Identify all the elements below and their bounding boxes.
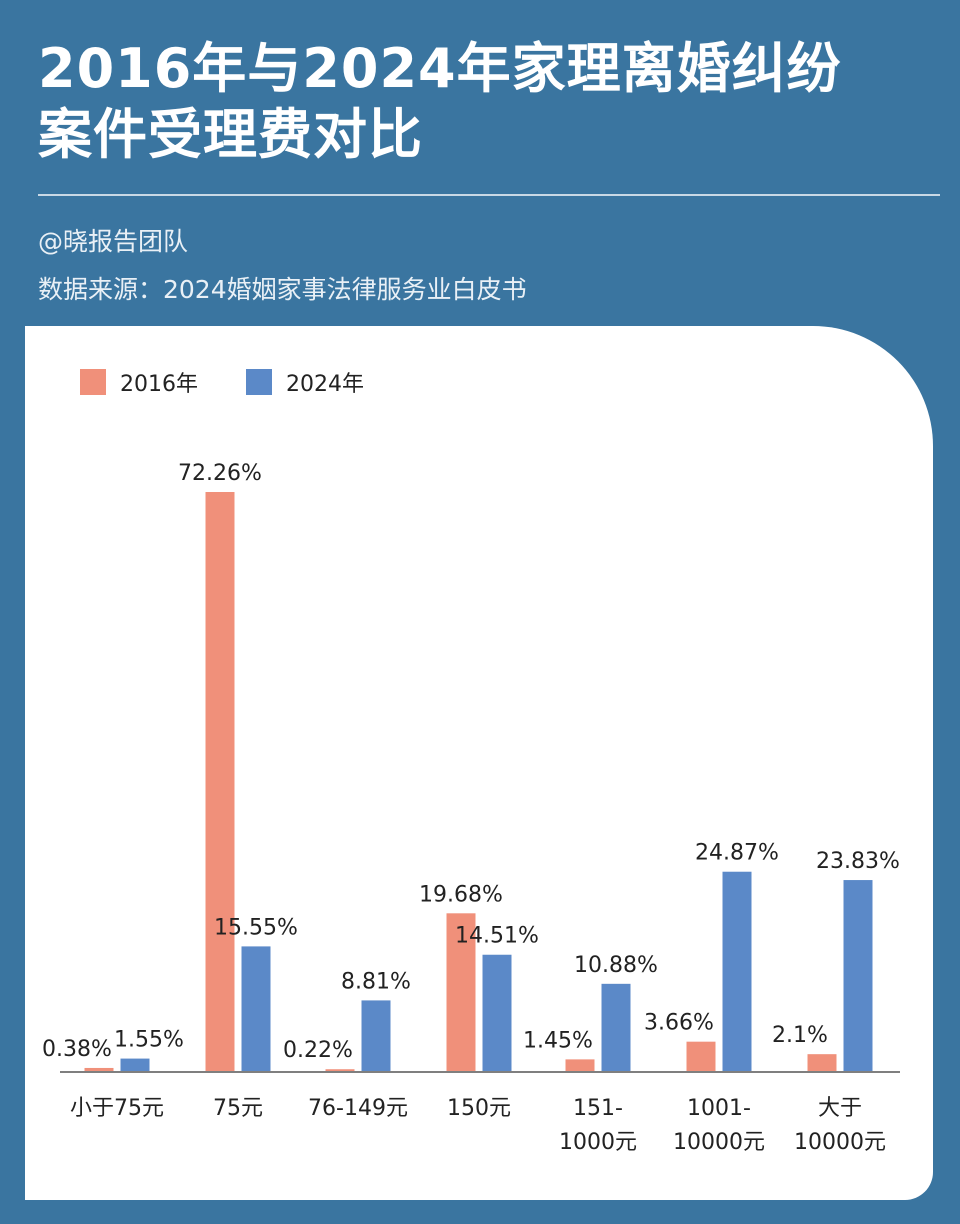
data-label-2016年-2: 72.26% bbox=[178, 461, 262, 486]
data-label-2024年-6: 24.87% bbox=[695, 841, 779, 866]
category-label-1: 小于75元 bbox=[70, 1096, 164, 1121]
bar-2024年-1 bbox=[120, 1058, 150, 1071]
bar-2024年-4 bbox=[482, 954, 512, 1071]
data-label-2024年-4: 14.51% bbox=[455, 924, 539, 949]
chart-panel bbox=[25, 326, 933, 1200]
bar-2016年-2 bbox=[205, 492, 235, 1071]
category-label-7-line-1: 大于 bbox=[818, 1096, 862, 1121]
category-label-6-line-2: 10000元 bbox=[673, 1130, 765, 1155]
author-credit: @晓报告团队 bbox=[38, 227, 189, 256]
bar-2024年-3 bbox=[361, 1000, 391, 1071]
data-label-2024年-3: 8.81% bbox=[341, 969, 411, 994]
data-label-2024年-5: 10.88% bbox=[574, 953, 658, 978]
bar-2016年-1 bbox=[84, 1067, 114, 1071]
data-label-2016年-3: 0.22% bbox=[283, 1038, 353, 1063]
category-label-2: 75元 bbox=[213, 1096, 263, 1121]
category-label-5-line-1: 151- bbox=[573, 1096, 623, 1121]
data-label-2016年-5: 1.45% bbox=[523, 1028, 593, 1053]
bar-2024年-6 bbox=[722, 871, 752, 1071]
category-label-5-line-2: 1000元 bbox=[559, 1130, 637, 1155]
legend-swatch-2 bbox=[246, 369, 272, 395]
data-label-2016年-1: 0.38% bbox=[42, 1037, 112, 1062]
category-label-4: 150元 bbox=[447, 1096, 511, 1121]
title-line-2: 案件受理费对比 bbox=[38, 103, 423, 166]
legend-label-2: 2024年 bbox=[286, 372, 364, 397]
category-label-3: 76-149元 bbox=[308, 1096, 408, 1121]
bar-2024年-7 bbox=[843, 880, 873, 1071]
legend-swatch-1 bbox=[80, 369, 106, 395]
data-source: 数据来源：2024婚姻家事法律服务业白皮书 bbox=[38, 275, 527, 304]
title-line-1: 2016年与2024年家理离婚纠纷 bbox=[38, 37, 842, 100]
data-label-2024年-2: 15.55% bbox=[214, 915, 298, 940]
bar-2016年-4 bbox=[446, 913, 476, 1071]
legend-label-1: 2016年 bbox=[120, 372, 198, 397]
bar-2016年-3 bbox=[325, 1069, 355, 1071]
bar-2024年-2 bbox=[241, 946, 271, 1071]
data-label-2024年-1: 1.55% bbox=[114, 1028, 184, 1053]
page-title: 2016年与2024年家理离婚纠纷 案件受理费对比 bbox=[38, 36, 928, 168]
bar-2024年-5 bbox=[601, 983, 631, 1071]
data-label-2016年-6: 3.66% bbox=[644, 1011, 714, 1036]
category-label-7-line-2: 10000元 bbox=[794, 1130, 886, 1155]
bar-2016年-6 bbox=[686, 1041, 716, 1071]
header-divider bbox=[38, 194, 940, 196]
data-label-2024年-7: 23.83% bbox=[816, 849, 900, 874]
data-label-2016年-7: 2.1% bbox=[772, 1023, 828, 1048]
data-label-2016年-4: 19.68% bbox=[419, 882, 503, 907]
bar-2016年-7 bbox=[807, 1054, 837, 1071]
bar-2016年-5 bbox=[565, 1059, 595, 1071]
category-label-6-line-1: 1001- bbox=[687, 1096, 751, 1121]
